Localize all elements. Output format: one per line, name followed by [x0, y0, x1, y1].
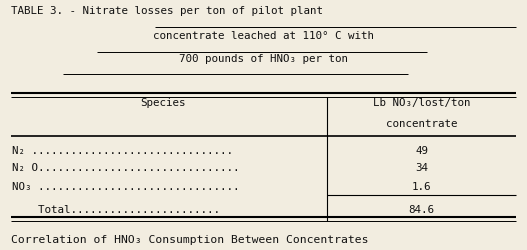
Text: N₂ ...............................: N₂ ...............................: [12, 145, 232, 155]
Text: 1.6: 1.6: [412, 181, 432, 191]
Text: 84.6: 84.6: [408, 204, 435, 214]
Text: Lb NO₃/lost/ton: Lb NO₃/lost/ton: [373, 98, 471, 108]
Text: concentrate leached at 110° C with: concentrate leached at 110° C with: [153, 31, 374, 41]
Text: TABLE 3. - Nitrate losses per ton of pilot plant: TABLE 3. - Nitrate losses per ton of pil…: [11, 6, 323, 16]
Text: 49: 49: [415, 145, 428, 155]
Text: concentrate: concentrate: [386, 119, 457, 129]
Text: 700 pounds of HNO₃ per ton: 700 pounds of HNO₃ per ton: [179, 54, 348, 64]
Text: Species: Species: [141, 98, 186, 108]
Text: N₂ O...............................: N₂ O...............................: [12, 162, 239, 172]
Text: NO₃ ...............................: NO₃ ...............................: [12, 181, 239, 191]
Text: 34: 34: [415, 162, 428, 172]
Text: Total.......................: Total.......................: [12, 204, 220, 214]
Text: Correlation of HNO₃ Consumption Between Concentrates: Correlation of HNO₃ Consumption Between …: [11, 234, 368, 244]
